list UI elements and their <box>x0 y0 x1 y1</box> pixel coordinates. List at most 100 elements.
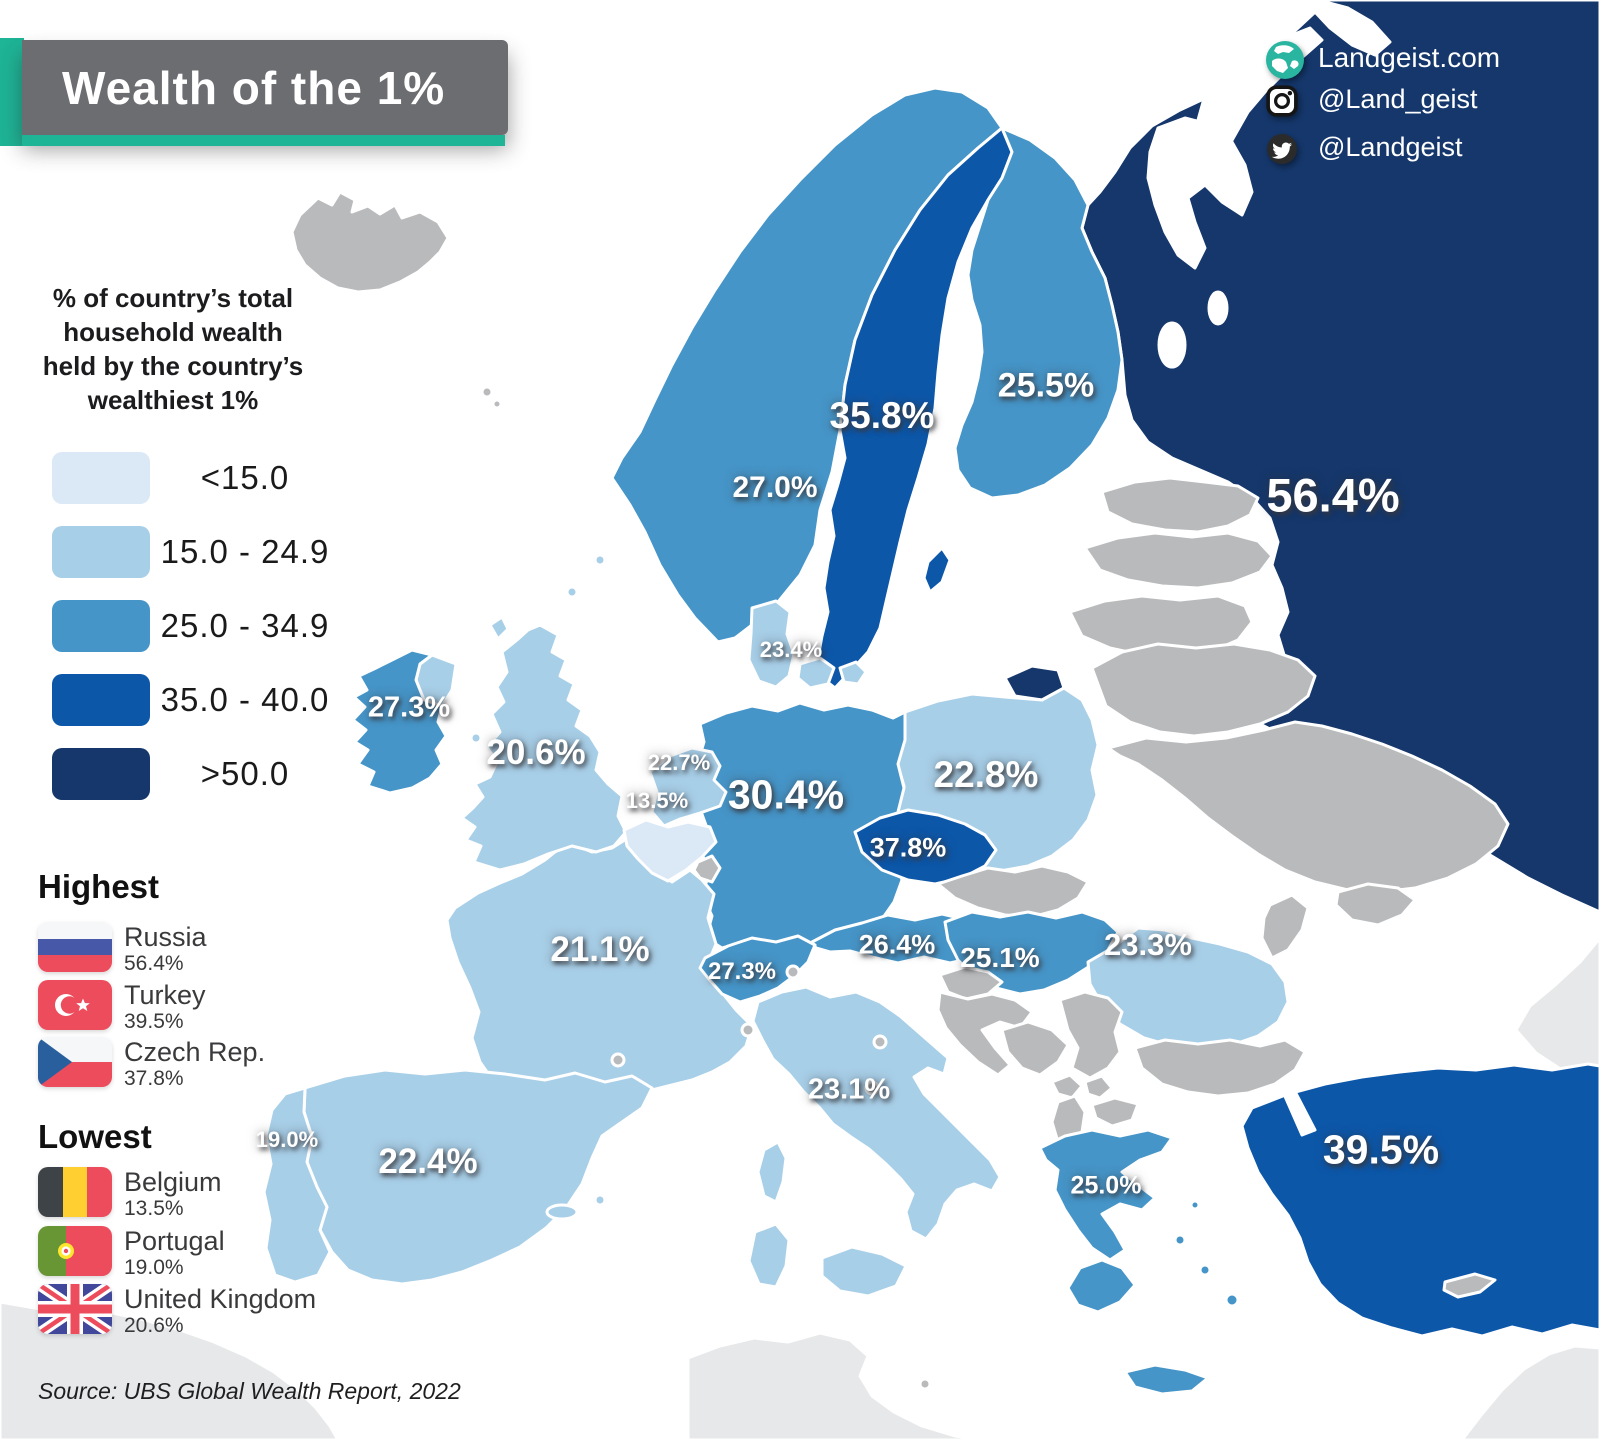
country-denmark <box>747 599 796 689</box>
legend-row: <15.0 <box>52 452 340 504</box>
rank-value: 20.6% <box>124 1314 184 1337</box>
country-label-greece: 25.0% <box>1070 1171 1142 1200</box>
czech-flag-icon <box>38 1037 112 1087</box>
country-label-austria: 26.4% <box>858 929 936 960</box>
island-sicily <box>820 1245 908 1298</box>
rank-country: Czech Rep. <box>124 1037 266 1067</box>
legend-swatch-bin1 <box>52 526 150 578</box>
country-malta <box>918 1377 932 1391</box>
region-peloponnese <box>1066 1258 1137 1314</box>
uk-flag-icon <box>38 1284 112 1334</box>
legend-swatch-bin4 <box>52 748 150 800</box>
instagram-handle: @Land_geist <box>1318 84 1478 114</box>
title-banner: Wealth of the 1% <box>22 40 508 135</box>
country-label-romania: 23.3% <box>1104 927 1192 962</box>
legend-swatch-bin0 <box>52 452 150 504</box>
faroe-islands <box>480 385 494 399</box>
country-norway <box>610 86 1004 644</box>
rank-country: Turkey <box>124 980 206 1010</box>
legend-bin-label: 35.0 - 40.0 <box>160 681 330 718</box>
belgium-flag-icon <box>38 1167 112 1217</box>
country-label-germany: 30.4% <box>727 771 845 818</box>
country-label-netherlands: 22.7% <box>647 750 711 775</box>
islands-shetland <box>593 553 607 567</box>
rank-value: 19.0% <box>124 1256 184 1279</box>
aegean-island <box>1173 1233 1187 1247</box>
source-note: Source: UBS Global Wealth Report, 2022 <box>38 1378 461 1404</box>
rank-row-belgium: Belgium 13.5% <box>38 1167 222 1221</box>
country-label-finland: 25.5% <box>997 366 1095 405</box>
islands-hebrides <box>488 615 510 641</box>
denmark-islands-2 <box>838 660 868 686</box>
country-label-czech-republic: 37.8% <box>869 832 947 863</box>
legend-bin-label: 25.0 - 34.9 <box>160 607 330 644</box>
country-lithuania <box>1068 594 1254 660</box>
rank-value: 13.5% <box>124 1197 184 1220</box>
aegean-island-3 <box>1224 1292 1240 1308</box>
legend-bin-label: 15.0 - 24.9 <box>160 533 330 570</box>
country-label-sweden: 35.8% <box>829 395 935 436</box>
islands-orkney <box>565 585 579 599</box>
country-united-kingdom <box>460 623 628 872</box>
legend-title-line: % of country’s total <box>52 283 294 313</box>
legend-title-line: wealthiest 1% <box>87 385 259 415</box>
legend-bin-label: >50.0 <box>200 755 290 792</box>
country-montenegro <box>1050 1073 1084 1100</box>
country-luxembourg <box>692 854 722 884</box>
country-portugal <box>262 1086 332 1284</box>
instagram-icon <box>1266 85 1298 117</box>
country-label-poland: 22.8% <box>933 754 1039 795</box>
land-middle-east <box>1460 1344 1600 1440</box>
country-label-spain: 22.4% <box>378 1142 478 1181</box>
legend-row: 15.0 - 24.9 <box>52 526 340 578</box>
country-label-turkey: 39.5% <box>1322 1126 1440 1173</box>
country-iceland <box>290 190 450 294</box>
legend-bin-label: <15.0 <box>200 459 290 496</box>
country-ukraine <box>1106 720 1510 894</box>
rank-row-czech: Czech Rep. 37.8% <box>38 1037 265 1091</box>
island-crete <box>1123 1363 1210 1396</box>
country-label-hungary: 25.1% <box>960 942 1040 973</box>
rank-value: 37.8% <box>124 1067 184 1090</box>
country-cyprus <box>1442 1272 1497 1299</box>
twitter-handle: @Landgeist <box>1318 132 1463 162</box>
legend-row: >50.0 <box>52 748 340 800</box>
country-slovenia <box>938 965 1004 1001</box>
country-sweden <box>816 126 1014 690</box>
country-label-denmark: 23.4% <box>759 637 823 662</box>
globe-icon <box>1266 41 1304 79</box>
country-latvia <box>1083 531 1274 590</box>
twitter-icon <box>1267 134 1297 164</box>
country-italy <box>751 985 1002 1241</box>
country-label-norway: 27.0% <box>732 471 818 504</box>
site-link: Landgeist.com <box>1318 42 1501 73</box>
microstate-monaco <box>740 1022 756 1038</box>
turkey-flag-icon <box>38 980 112 1030</box>
faroe-islands-2 <box>491 398 503 410</box>
legend: <15.0 15.0 - 24.9 25.0 - 34.9 35.0 - 40.… <box>52 452 340 822</box>
country-north-macedonia <box>1090 1096 1140 1128</box>
islands-balearic <box>545 1203 579 1221</box>
rank-row-portugal: Portugal 19.0% <box>38 1226 225 1280</box>
country-romania <box>1086 926 1290 1051</box>
legend-title-line: household wealth <box>63 317 283 347</box>
island-corsica <box>756 1140 788 1204</box>
lowest-heading: Lowest <box>38 1118 152 1155</box>
rank-country: Portugal <box>124 1226 225 1256</box>
legend-title-line: held by the country’s <box>42 351 304 381</box>
russia-flag-icon <box>38 922 112 972</box>
legend-row: 25.0 - 34.9 <box>52 600 340 652</box>
title-accent-underline <box>22 135 505 146</box>
country-label-ireland: 27.3% <box>367 691 451 724</box>
country-greece <box>1038 1128 1174 1262</box>
country-estonia <box>1100 476 1260 534</box>
country-netherlands <box>648 746 728 828</box>
country-label-russia: 56.4% <box>1266 468 1400 522</box>
portugal-flag-icon <box>38 1226 112 1276</box>
country-moldova <box>1260 893 1310 960</box>
country-label-switzerland: 27.3% <box>707 958 777 985</box>
title-accent-bar <box>0 38 24 146</box>
rank-country: United Kingdom <box>124 1284 317 1314</box>
